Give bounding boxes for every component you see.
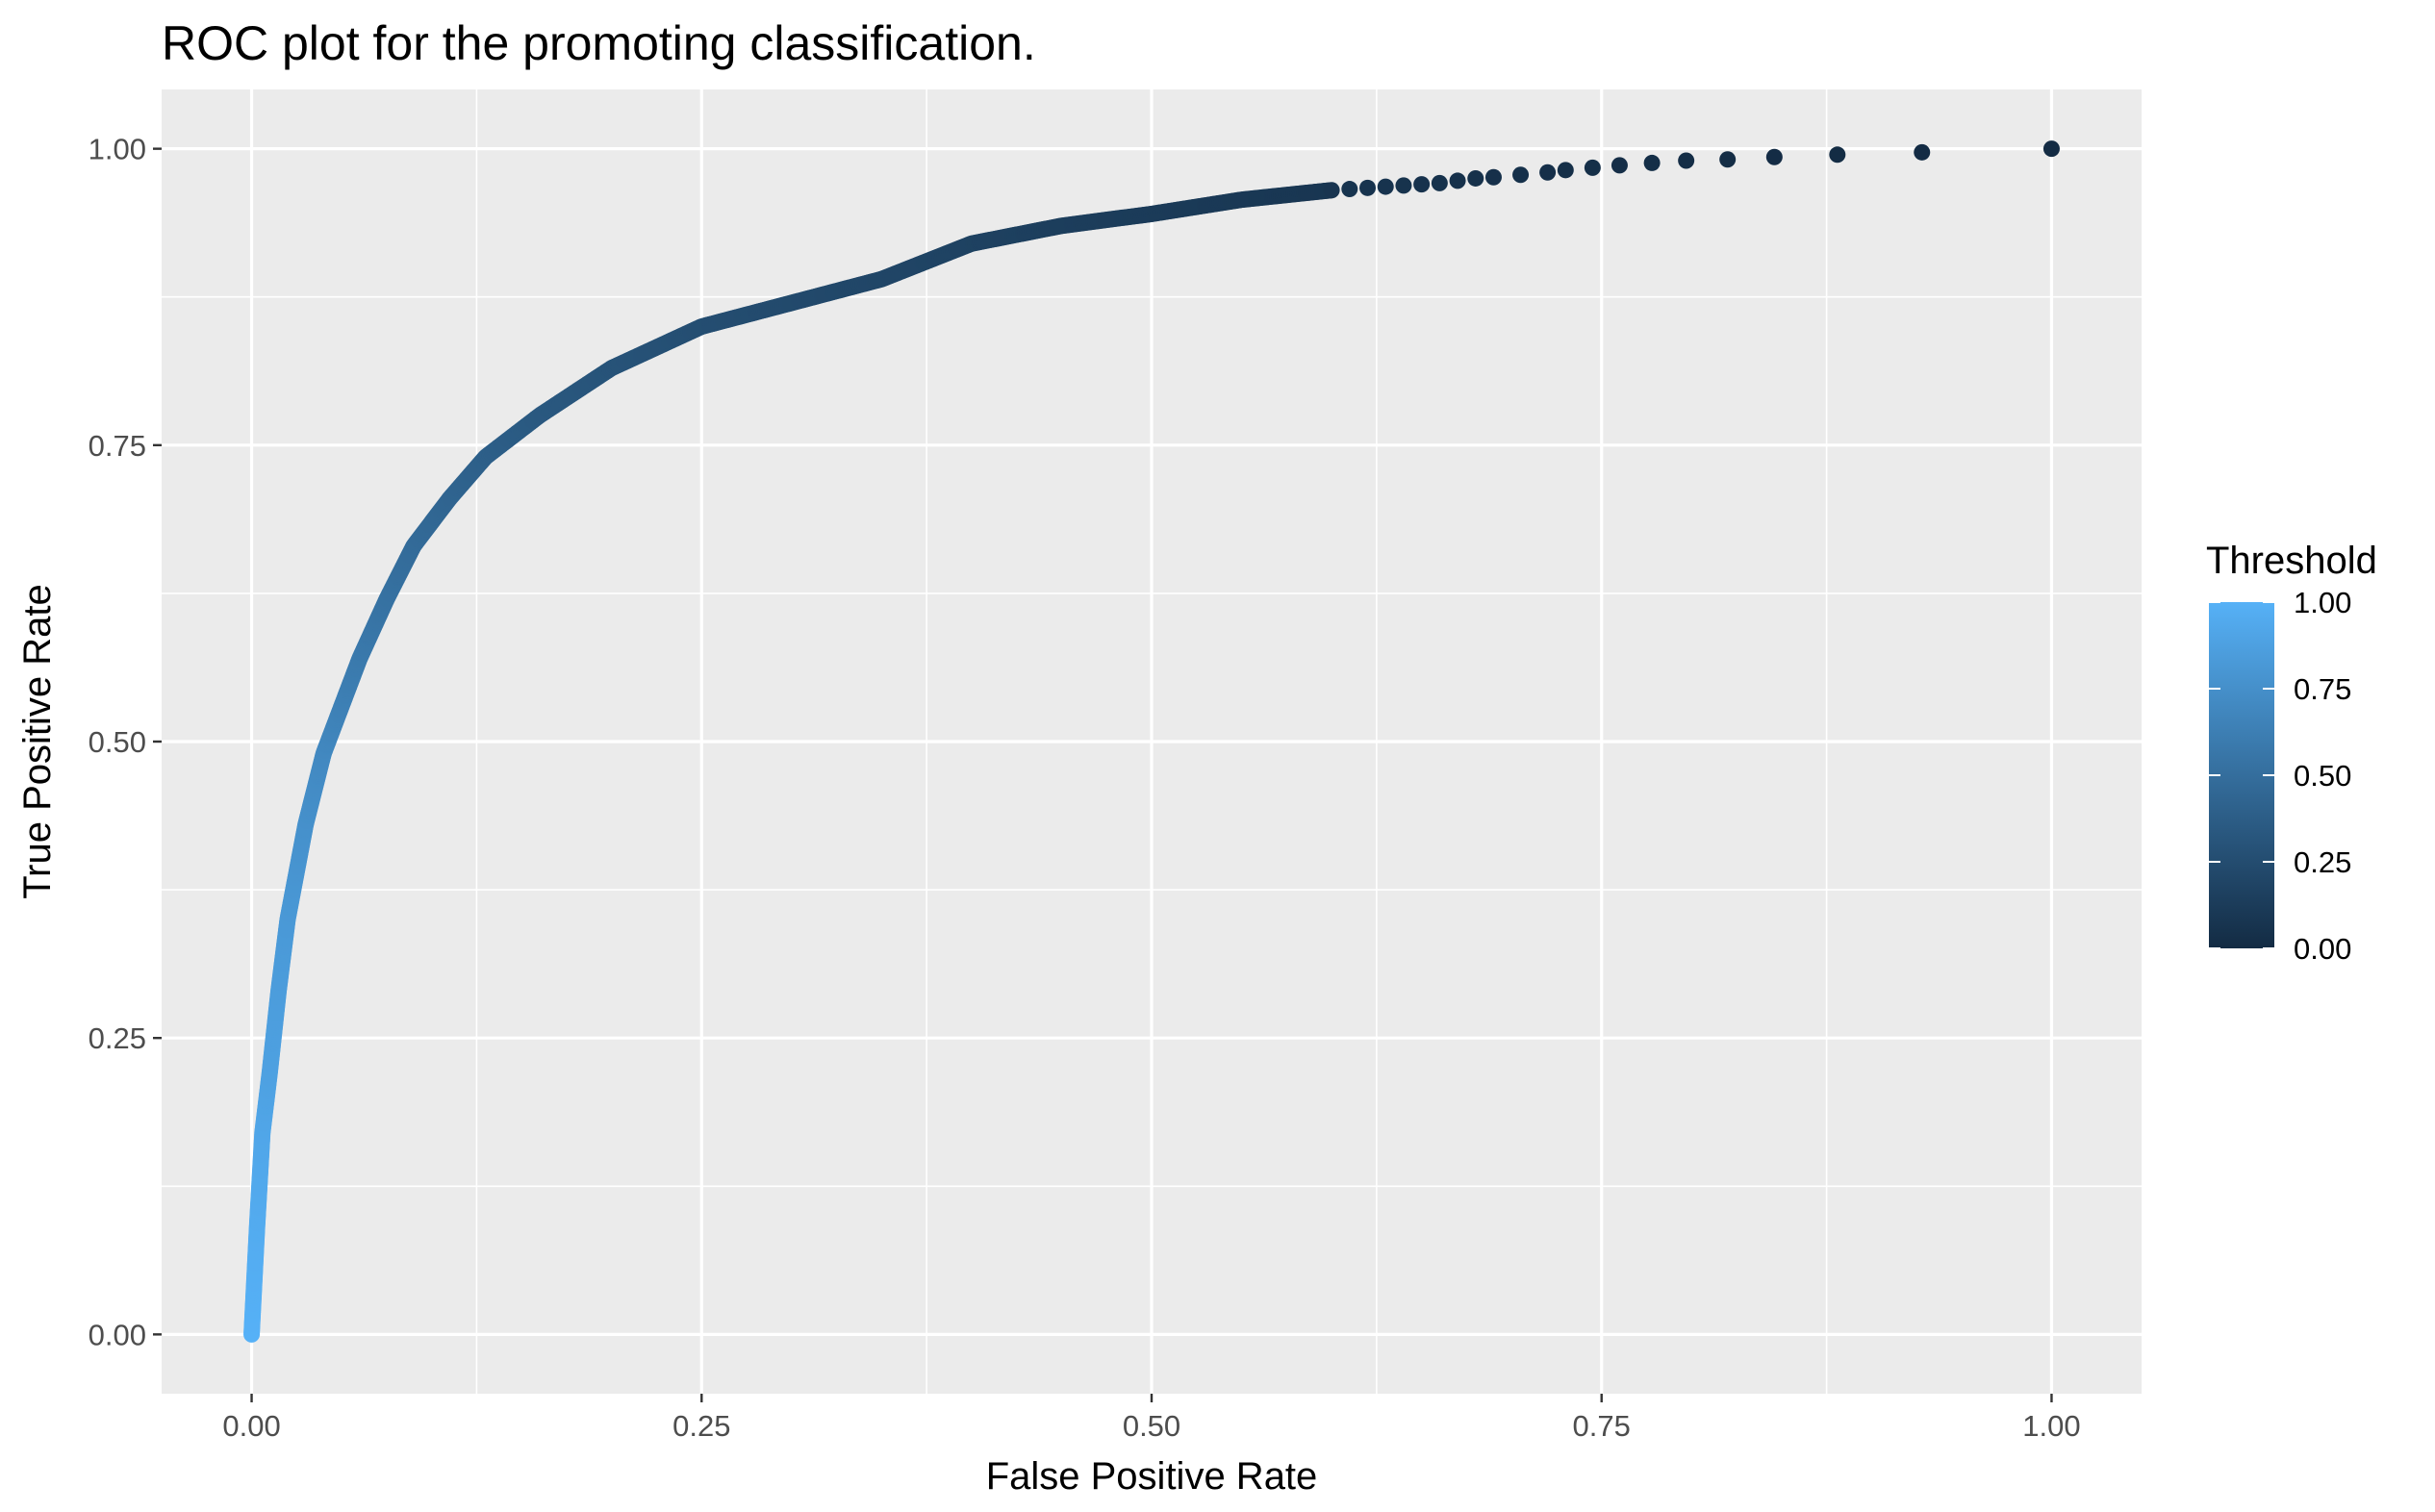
roc-point xyxy=(1431,174,1448,191)
roc-point xyxy=(1484,168,1502,186)
y-tick-label: 0.75 xyxy=(89,429,146,463)
legend-tick-label: 0.50 xyxy=(2294,759,2351,793)
roc-point xyxy=(1539,164,1557,181)
x-tick-label: 1.00 xyxy=(2022,1409,2080,1443)
roc-point xyxy=(1584,159,1601,176)
roc-point xyxy=(1341,181,1358,198)
y-tick-label: 0.25 xyxy=(89,1021,146,1055)
x-axis-title: False Positive Rate xyxy=(986,1455,1318,1498)
x-tick-label: 0.25 xyxy=(672,1409,730,1443)
y-tick-label: 1.00 xyxy=(89,133,146,166)
y-tick-label: 0.50 xyxy=(89,725,146,759)
x-tick-label: 0.75 xyxy=(1573,1409,1631,1443)
roc-point xyxy=(1829,146,1846,164)
axes: 0.00 0.25 0.50 0.75 1.00 0.00 0.25 0.50 0.75 1.00 xyxy=(89,133,2081,1443)
threshold-legend: Threshold 1.00 0.75 0.50 0.25 0.00 xyxy=(2206,540,2377,966)
roc-point xyxy=(1557,162,1574,179)
roc-point xyxy=(1323,182,1340,199)
y-tick-label: 0.00 xyxy=(89,1318,146,1351)
legend-tick-label: 1.00 xyxy=(2294,586,2351,619)
roc-point xyxy=(1413,176,1431,193)
roc-point xyxy=(1914,143,1931,161)
chart-title: ROC plot for the promoting classificatio… xyxy=(162,16,1036,70)
roc-point xyxy=(1765,148,1783,165)
roc-points xyxy=(243,140,2060,1343)
roc-point xyxy=(1643,154,1661,171)
legend-tick-label: 0.00 xyxy=(2294,932,2351,966)
roc-point xyxy=(1719,151,1737,168)
x-tick-label: 0.50 xyxy=(1123,1409,1180,1443)
roc-point xyxy=(1395,177,1412,194)
legend-tick-label: 0.75 xyxy=(2294,672,2351,706)
y-axis-title: True Positive Rate xyxy=(16,584,59,899)
roc-point xyxy=(1467,169,1484,187)
roc-point xyxy=(1359,179,1377,196)
roc-point xyxy=(2042,140,2060,158)
roc-point xyxy=(1678,152,1695,169)
legend-title: Threshold xyxy=(2206,540,2377,582)
grid-lines xyxy=(162,89,2142,1394)
x-tick-label: 0.00 xyxy=(222,1409,280,1443)
roc-point xyxy=(1377,178,1394,195)
legend-tick-label: 0.25 xyxy=(2294,845,2351,879)
roc-point xyxy=(1611,157,1628,174)
roc-point xyxy=(1449,172,1466,189)
roc-point xyxy=(1512,166,1530,184)
